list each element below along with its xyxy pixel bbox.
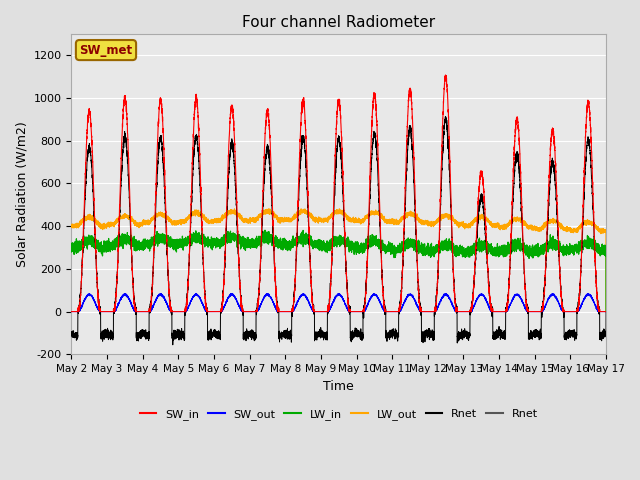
Y-axis label: Solar Radiation (W/m2): Solar Radiation (W/m2) [15, 121, 28, 267]
X-axis label: Time: Time [323, 380, 354, 393]
Title: Four channel Radiometer: Four channel Radiometer [242, 15, 435, 30]
Legend: SW_in, SW_out, LW_in, LW_out, Rnet, Rnet: SW_in, SW_out, LW_in, LW_out, Rnet, Rnet [135, 405, 542, 424]
Text: SW_met: SW_met [79, 44, 132, 57]
